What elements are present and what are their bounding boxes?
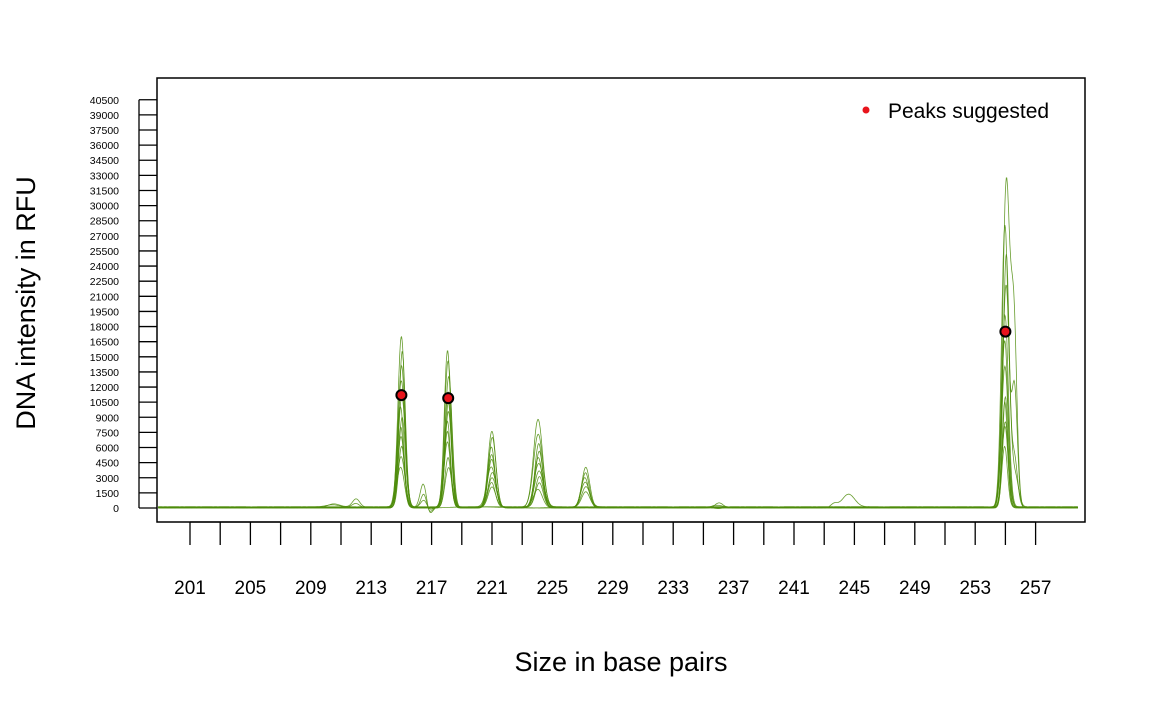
y-tick-label: 34500 — [90, 155, 119, 167]
y-tick-label: 24000 — [90, 261, 119, 273]
y-tick-label: 39000 — [90, 110, 119, 122]
y-axis-title: DNA intensity in RFU — [11, 176, 41, 430]
trace-line — [158, 177, 1078, 513]
y-tick-label: 33000 — [90, 170, 119, 182]
x-axis-title: Size in base pairs — [514, 647, 727, 677]
y-tick-label: 15000 — [90, 352, 119, 364]
y-tick-label: 0 — [113, 503, 119, 515]
x-tick-label: 205 — [235, 578, 267, 599]
x-tick-label: 249 — [899, 578, 931, 599]
trace-line — [158, 313, 1078, 509]
x-tick-label: 213 — [355, 578, 387, 599]
peak-suggested-marker — [442, 392, 455, 405]
legend-label: Peaks suggested — [888, 100, 1049, 123]
plot-frame — [156, 77, 1086, 523]
x-tick-label: 253 — [959, 578, 991, 599]
y-tick-label: 37500 — [90, 125, 119, 137]
x-tick-label: 221 — [476, 578, 508, 599]
y-tick-label: 30000 — [90, 201, 119, 213]
y-tick-label: 21000 — [90, 291, 119, 303]
x-tick-label: 217 — [416, 578, 448, 599]
x-tick-label: 225 — [537, 578, 569, 599]
x-tick-label: 229 — [597, 578, 629, 599]
trace-line — [158, 284, 1078, 509]
legend: Peaks suggested — [862, 100, 1049, 123]
y-tick-label: 10500 — [90, 397, 119, 409]
trace-line — [158, 425, 1078, 509]
peak-suggested-marker — [395, 389, 408, 402]
y-tick-label: 7500 — [96, 427, 120, 439]
trace-line — [158, 445, 1078, 509]
trace-line — [158, 421, 1078, 509]
y-tick-label: 13500 — [90, 367, 119, 379]
x-tick-label: 237 — [718, 578, 750, 599]
trace-line — [158, 340, 1078, 509]
trace-line — [158, 401, 1078, 509]
y-tick-label: 1500 — [96, 488, 120, 500]
y-tick-label: 19500 — [90, 306, 119, 318]
y-tick-label: 36000 — [90, 140, 119, 152]
trace-line — [158, 395, 1078, 509]
y-tick-label: 18000 — [90, 322, 119, 334]
y-tick-label: 12000 — [90, 382, 119, 394]
x-tick-label: 233 — [657, 578, 689, 599]
x-axis: 201 205 209 213 217 221 225 229 233 237 241 245 249 2… — [174, 521, 1052, 599]
trace-lines — [158, 177, 1078, 513]
y-tick-label: 9000 — [96, 412, 120, 424]
legend-marker — [862, 106, 870, 114]
x-tick-label: 245 — [839, 578, 871, 599]
y-tick-label: 4500 — [96, 458, 120, 470]
trace-line — [158, 225, 1078, 512]
x-tick-label: 257 — [1020, 578, 1052, 599]
trace-line — [158, 364, 1078, 509]
x-tick-label: 209 — [295, 578, 327, 599]
y-tick-label: 27000 — [90, 231, 119, 243]
trace-line — [158, 254, 1078, 510]
x-tick-label: 241 — [778, 578, 810, 599]
y-tick-label: 6000 — [96, 443, 120, 455]
y-tick-label: 25500 — [90, 246, 119, 258]
y-tick-label: 40500 — [90, 95, 119, 107]
y-tick-label: 3000 — [96, 473, 120, 485]
y-tick-label: 31500 — [90, 185, 119, 197]
y-tick-label: 16500 — [90, 337, 119, 349]
peak-suggested-marker — [999, 325, 1012, 338]
y-tick-label: 22500 — [90, 276, 119, 288]
peak-markers — [395, 325, 1012, 405]
y-axis: 0 1500 3000 4500 6000 7500 9000 10500 12000 13500… — [90, 95, 157, 515]
x-tick-label: 201 — [174, 578, 206, 599]
y-tick-label: 28500 — [90, 216, 119, 228]
